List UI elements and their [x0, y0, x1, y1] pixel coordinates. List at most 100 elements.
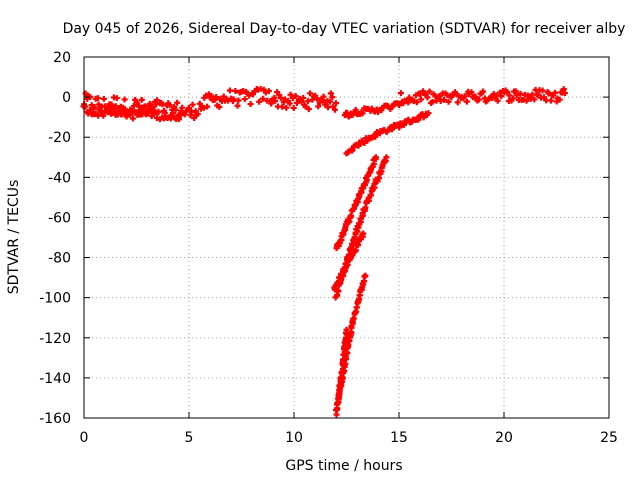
data-point: [348, 324, 355, 331]
data-point: [545, 90, 552, 97]
data-point: [155, 109, 162, 116]
data-point: [540, 94, 547, 101]
data-point: [514, 92, 521, 99]
chart-title: Day 045 of 2026, Sidereal Day-to-day VTE…: [63, 21, 626, 37]
data-point: [429, 98, 436, 105]
x-axis-title: GPS time / hours: [285, 458, 402, 474]
data-point: [320, 93, 327, 100]
data-point: [348, 213, 355, 220]
data-point: [298, 98, 305, 105]
data-point: [344, 262, 351, 269]
data-point: [468, 89, 475, 96]
data-point: [389, 126, 396, 133]
data-point: [100, 112, 107, 119]
data-point: [108, 101, 115, 108]
data-point: [552, 89, 559, 96]
data-point: [128, 110, 135, 117]
data-point: [561, 90, 568, 97]
data-point: [463, 98, 470, 105]
y-tick-label: -40: [48, 170, 71, 186]
data-point: [330, 103, 337, 110]
data-point: [539, 87, 546, 94]
data-point: [154, 97, 161, 104]
data-point: [241, 96, 248, 103]
data-point: [355, 242, 362, 249]
y-tick-label: -120: [39, 331, 71, 347]
data-point: [94, 95, 101, 102]
data-point: [121, 96, 128, 103]
data-point: [343, 326, 350, 333]
data-point: [560, 86, 567, 93]
data-point: [362, 272, 369, 279]
data-point: [174, 99, 181, 106]
data-point: [100, 95, 107, 102]
data-point: [169, 109, 176, 116]
data-point: [305, 106, 312, 113]
y-axis: -160 -140 -120 -100 -80 -60 -40 -20 0 20: [39, 50, 609, 427]
data-point: [186, 104, 193, 111]
x-tick-label: 15: [390, 430, 408, 446]
data-point: [82, 103, 89, 110]
data-point: [424, 94, 431, 101]
data-point: [504, 88, 511, 95]
data-point: [293, 99, 300, 106]
y-tick-label: -80: [48, 251, 71, 267]
x-tick-label: 0: [80, 430, 89, 446]
data-point: [122, 106, 129, 113]
data-point: [216, 103, 223, 110]
data-point: [326, 98, 333, 105]
data-point: [130, 103, 137, 110]
x-tick-label: 5: [185, 430, 194, 446]
data-point: [397, 90, 404, 97]
data-points: [80, 85, 568, 418]
data-point: [498, 93, 505, 100]
data-point: [494, 97, 501, 104]
data-point: [309, 96, 316, 103]
data-point: [304, 98, 311, 105]
data-point: [286, 100, 293, 107]
data-point: [116, 105, 123, 112]
data-point: [265, 88, 272, 95]
data-point: [283, 104, 290, 111]
data-point: [277, 94, 284, 101]
data-point: [349, 146, 356, 153]
data-point: [123, 113, 130, 120]
data-point: [426, 88, 433, 95]
x-tick-label: 20: [495, 430, 513, 446]
data-point: [191, 115, 198, 122]
y-tick-label: -140: [39, 371, 71, 387]
data-point: [226, 87, 233, 94]
data-point: [314, 95, 321, 102]
data-point: [145, 110, 152, 117]
data-point: [315, 103, 322, 110]
data-point: [517, 90, 524, 97]
data-point: [417, 96, 424, 103]
data-point: [352, 106, 359, 113]
data-point: [333, 100, 339, 107]
data-point: [556, 96, 563, 103]
data-point: [189, 101, 196, 108]
data-point: [208, 92, 215, 99]
data-point: [232, 87, 239, 94]
grid: [84, 57, 609, 418]
data-point: [138, 96, 145, 103]
data-point: [325, 104, 332, 111]
data-point: [179, 104, 186, 111]
data-point: [234, 102, 241, 109]
data-point: [475, 96, 482, 103]
data-point: [166, 102, 173, 109]
data-point: [441, 96, 448, 103]
data-point: [287, 91, 294, 98]
data-point: [272, 97, 279, 104]
data-point: [307, 90, 314, 97]
data-point: [87, 107, 94, 114]
y-tick-label: -160: [39, 411, 71, 427]
data-point: [396, 101, 403, 108]
data-point: [454, 99, 461, 106]
data-point: [290, 104, 297, 111]
data-point: [159, 101, 166, 108]
data-point: [112, 103, 119, 110]
data-point: [445, 98, 452, 105]
data-point: [175, 116, 182, 123]
